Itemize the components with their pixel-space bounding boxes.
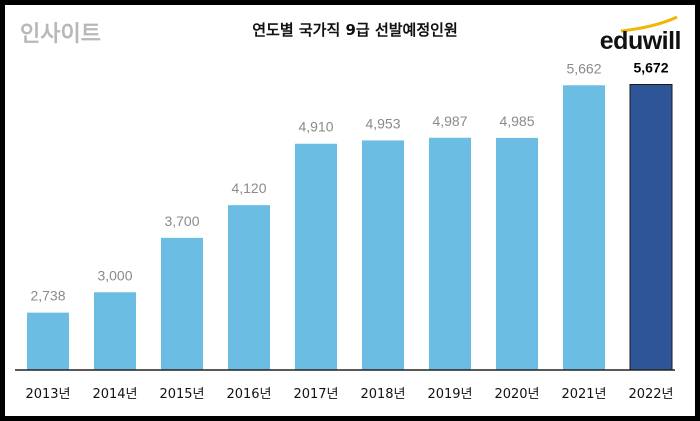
watermark: 인사이트 — [20, 22, 101, 47]
x-tick-label: 2021년 — [561, 387, 606, 402]
x-tick-label: 2022년 — [628, 387, 673, 402]
data-label: 4,985 — [499, 113, 534, 129]
x-tick-label: 2014년 — [92, 387, 137, 402]
x-tick-label: 2015년 — [159, 387, 204, 402]
x-tick-label: 2018년 — [360, 387, 405, 402]
bar — [629, 84, 673, 371]
bar — [496, 137, 538, 370]
data-label: 2,738 — [30, 288, 65, 304]
data-label: 3,000 — [97, 267, 132, 283]
bar — [295, 143, 337, 370]
x-tick-label: 2013년 — [25, 387, 70, 402]
x-tick-label: 2020년 — [494, 387, 539, 402]
x-tick-label: 2016년 — [226, 387, 271, 402]
bar — [27, 312, 69, 370]
data-label: 3,700 — [164, 213, 199, 229]
logo-text: eduwill — [599, 27, 682, 55]
logo-swoosh-icon — [620, 15, 678, 33]
bar — [429, 137, 471, 370]
data-label: 5,672 — [633, 60, 668, 76]
chart-title: 연도별 국가직 9급 선발예정인원 — [252, 21, 458, 39]
eduwill-logo: eduwill — [581, 15, 682, 55]
data-label: 4,120 — [231, 180, 266, 196]
bar — [94, 292, 136, 370]
data-label: 5,662 — [566, 60, 601, 76]
x-tick-label: 2017년 — [293, 387, 338, 402]
bar — [563, 85, 605, 370]
bar — [228, 205, 270, 370]
bar — [161, 237, 203, 370]
data-label: 4,910 — [298, 119, 333, 135]
data-label: 4,987 — [432, 113, 467, 129]
data-label: 4,953 — [365, 115, 400, 131]
bar — [362, 140, 404, 370]
x-tick-label: 2019년 — [427, 387, 472, 402]
